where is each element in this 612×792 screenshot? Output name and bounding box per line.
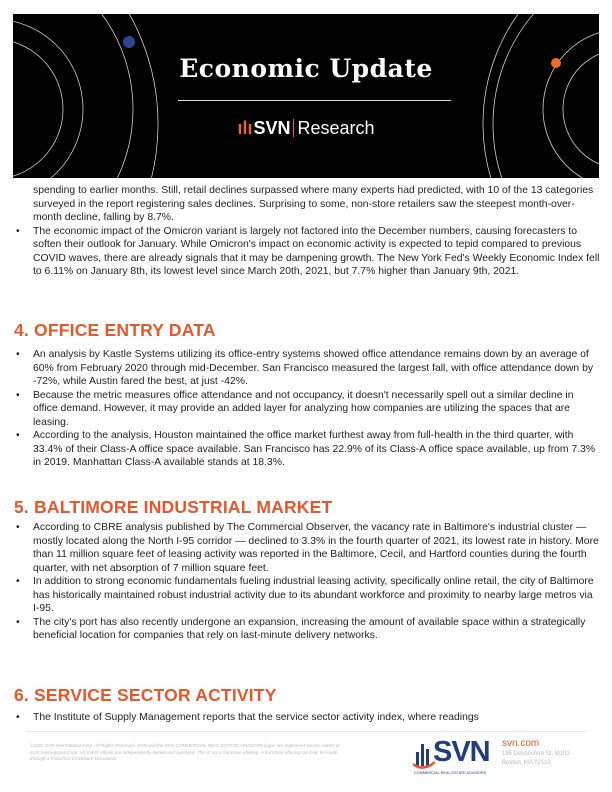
- section-6: The Institute of Supply Management repor…: [15, 711, 600, 725]
- contact-block: svn.com 185 Devonshire St, M102 Boston, …: [502, 738, 570, 768]
- website-link[interactable]: svn.com: [502, 738, 540, 749]
- section-3-continued: spending to earlier months. Still, retai…: [15, 184, 600, 279]
- address-line-1: 185 Devonshire St, M102: [502, 751, 570, 757]
- address-line-2: Boston, MA 02110: [502, 760, 551, 766]
- orange-planet-icon: [551, 58, 561, 68]
- list-item: According to CBRE analysis published by …: [15, 521, 600, 575]
- paragraph: spending to earlier months. Still, retai…: [33, 185, 594, 223]
- brand-svn: SVN: [253, 118, 291, 138]
- page-title: Economic Update: [179, 54, 433, 83]
- section-4: An analysis by Kastle Systems utilizing …: [15, 348, 600, 470]
- list-item: According to the analysis, Houston maint…: [15, 429, 600, 470]
- list-item: Because the metric measures office atten…: [15, 389, 600, 430]
- section-5: According to CBRE analysis published by …: [15, 521, 600, 643]
- legal-notice: ©2021 SVN International Corp. All Rights…: [30, 743, 340, 761]
- svn-bars-icon: [413, 744, 435, 769]
- logo-tagline: COMMERCIAL REAL ESTATE ADVISORS: [414, 771, 487, 775]
- list-item: The city's port has also recently underg…: [15, 616, 600, 643]
- brand-logo: ılıSVN Research: [13, 118, 599, 139]
- header-banner: Economic Update ılıSVN Research: [13, 14, 599, 178]
- brand-research: Research: [297, 118, 375, 138]
- orbit-decoration: [13, 14, 599, 178]
- svn-logo: SVN COMMERCIAL REAL ESTATE ADVISORS: [413, 736, 493, 778]
- section-heading: 4. OFFICE ENTRY DATA: [14, 320, 216, 340]
- svn-bars-icon: ılı: [237, 118, 253, 138]
- section-heading: 6. SERVICE SECTOR ACTIVITY: [14, 685, 277, 705]
- blue-planet-icon: [123, 36, 135, 48]
- title-divider: [178, 100, 451, 101]
- list-item: An analysis by Kastle Systems utilizing …: [15, 348, 600, 389]
- list-item: The economic impact of the Omicron varia…: [15, 225, 600, 279]
- list-item: The Institute of Supply Management repor…: [15, 711, 600, 725]
- section-heading: 5. BALTIMORE INDUSTRIAL MARKET: [14, 497, 333, 517]
- footer-divider: [26, 731, 586, 732]
- list-item: In addition to strong economic fundament…: [15, 575, 600, 616]
- logo-word: SVN: [433, 736, 491, 768]
